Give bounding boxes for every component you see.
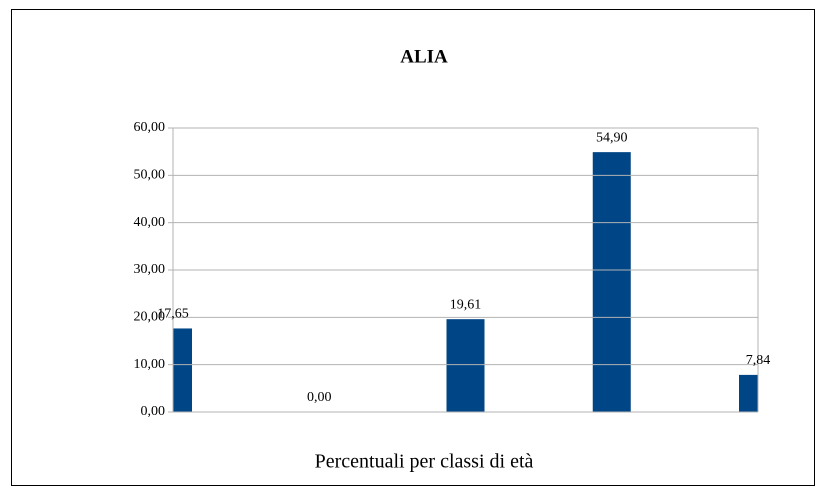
- data-label: 7,84: [746, 353, 771, 368]
- bar: [446, 319, 485, 412]
- bar: [173, 328, 192, 412]
- y-tick-label: 40,00: [134, 215, 166, 230]
- data-label: 19,61: [450, 297, 482, 312]
- bar: [739, 374, 758, 412]
- chart-title: ALIA: [400, 46, 448, 67]
- bar: [592, 152, 631, 412]
- data-label: 54,90: [596, 130, 628, 145]
- y-tick-label: 0,00: [141, 404, 166, 419]
- y-tick-label: 10,00: [134, 357, 166, 372]
- data-label: 17,65: [157, 307, 189, 322]
- chart-border: [11, 9, 815, 486]
- plot: [173, 152, 758, 412]
- x-axis-label: Percentuali per classi di età: [315, 451, 534, 473]
- y-tick-label: 30,00: [134, 262, 166, 277]
- y-tick-label: 20,00: [134, 310, 166, 325]
- y-tick-label: 50,00: [134, 168, 166, 183]
- y-tick-label: 60,00: [134, 120, 166, 135]
- data-label: 0,00: [307, 390, 332, 405]
